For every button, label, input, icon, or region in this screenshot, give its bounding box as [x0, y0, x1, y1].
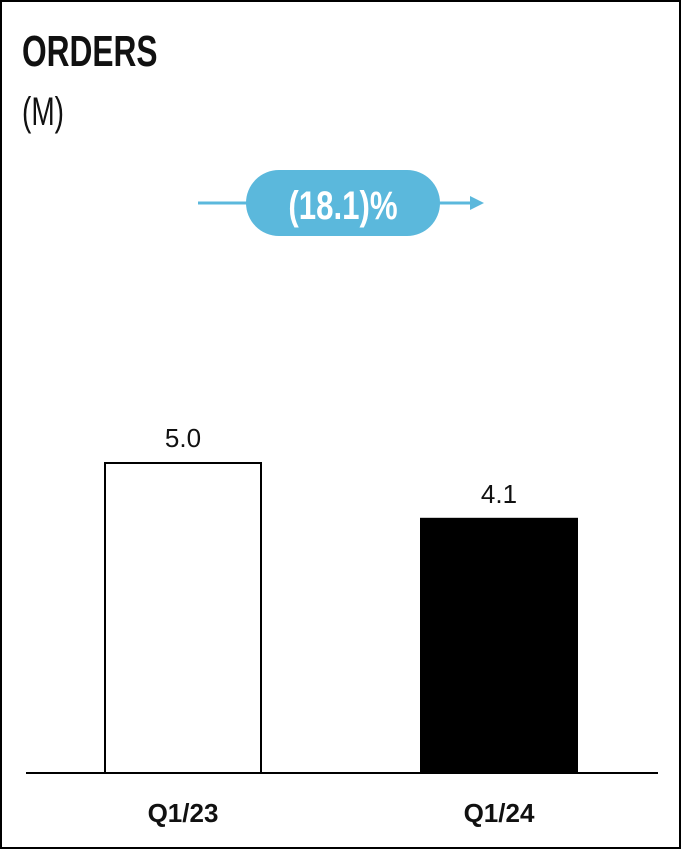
- change-pill: [246, 170, 440, 236]
- change-indicator: (18.1)%: [198, 170, 484, 236]
- category-label: Q1/24: [464, 798, 535, 828]
- bars-group: 5.0 4.1: [104, 423, 578, 774]
- chart-unit: (M): [22, 90, 64, 134]
- change-value: (18.1)%: [288, 183, 397, 228]
- category-labels: Q1/23 Q1/24: [148, 798, 535, 828]
- arrow-right-icon: [470, 196, 484, 210]
- category-label: Q1/23: [148, 798, 219, 828]
- bar-value-label: 5.0: [165, 423, 201, 453]
- bar-q1-24: [420, 517, 578, 774]
- chart-title: ORDERS: [22, 27, 158, 76]
- bar-value-label: 4.1: [481, 479, 517, 509]
- bar-q1-23: [104, 462, 262, 774]
